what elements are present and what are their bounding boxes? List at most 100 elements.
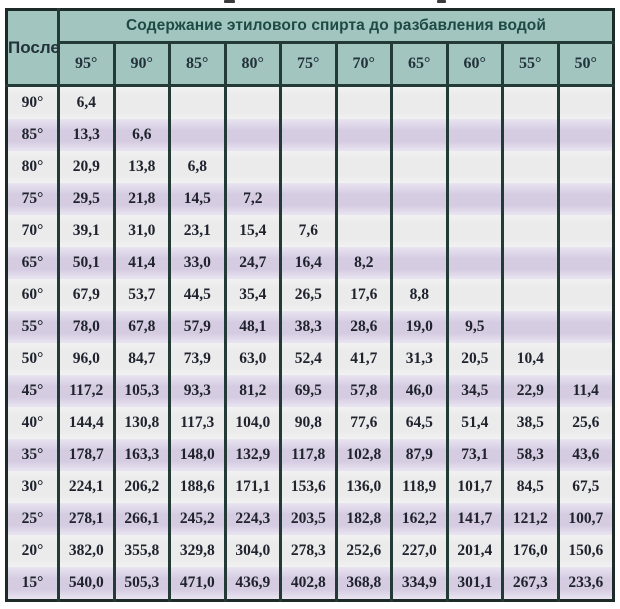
value-cell: 117,2	[57, 375, 114, 407]
value-cell: 25,6	[556, 407, 614, 439]
empty-cell	[334, 119, 392, 151]
empty-cell	[390, 247, 447, 279]
value-cell: 31,0	[112, 215, 170, 247]
value-cell: 104,0	[223, 407, 281, 439]
column-header: 95°	[58, 42, 114, 87]
row-label: 25°	[6, 503, 59, 535]
value-cell: 14,5	[168, 183, 225, 215]
empty-cell	[112, 85, 170, 119]
value-cell: 153,6	[279, 471, 336, 503]
empty-cell	[279, 85, 336, 119]
value-cell: 63,0	[223, 343, 281, 375]
value-cell: 6,4	[57, 85, 114, 119]
column-header: 80°	[223, 42, 281, 87]
empty-cell	[501, 151, 558, 183]
value-cell: 171,1	[223, 471, 281, 503]
value-cell: 117,3	[168, 407, 225, 439]
value-cell: 136,0	[334, 471, 392, 503]
value-cell: 301,1	[445, 567, 503, 601]
column-header: 75°	[279, 42, 336, 87]
empty-cell	[501, 279, 558, 311]
value-cell: 38,3	[279, 311, 336, 343]
value-cell: 402,8	[279, 567, 336, 601]
table-row: 90° 6,4	[6, 85, 614, 119]
value-cell: 20,5	[445, 343, 503, 375]
value-cell: 132,9	[223, 439, 281, 471]
value-cell: 57,9	[168, 311, 225, 343]
value-cell: 117,8	[279, 439, 336, 471]
table-row: 85° 13,3 6,6	[6, 119, 614, 151]
corner-header-posle: После	[6, 9, 60, 87]
empty-cell	[556, 183, 614, 215]
value-cell: 206,2	[112, 471, 170, 503]
value-cell: 20,9	[57, 151, 114, 183]
empty-cell	[390, 183, 447, 215]
table-row: 60° 67,9 53,7 44,5 35,4 26,5 17,6 8,8	[6, 279, 614, 311]
empty-cell	[501, 85, 558, 119]
value-cell: 21,8	[112, 183, 170, 215]
value-cell: 93,3	[168, 375, 225, 407]
value-cell: 334,9	[390, 567, 447, 601]
value-cell: 53,7	[112, 279, 170, 311]
value-cell: 50,1	[57, 247, 114, 279]
empty-cell	[445, 85, 503, 119]
row-label: 35°	[6, 439, 59, 471]
value-cell: 35,4	[223, 279, 281, 311]
value-cell: 28,6	[334, 311, 392, 343]
row-label: 50°	[6, 343, 59, 375]
value-cell: 43,6	[556, 439, 614, 471]
value-cell: 41,7	[334, 343, 392, 375]
value-cell: 16,4	[279, 247, 336, 279]
empty-cell	[556, 247, 614, 279]
empty-cell	[445, 215, 503, 247]
value-cell: 23,1	[168, 215, 225, 247]
value-cell: 10,4	[501, 343, 558, 375]
value-cell: 52,4	[279, 343, 336, 375]
value-cell: 19,0	[390, 311, 447, 343]
empty-cell	[501, 247, 558, 279]
empty-cell	[168, 85, 225, 119]
value-cell: 105,3	[112, 375, 170, 407]
empty-cell	[390, 119, 447, 151]
value-cell: 6,6	[112, 119, 170, 151]
empty-cell	[390, 215, 447, 247]
value-cell: 69,5	[279, 375, 336, 407]
header-row-degrees: 95° 90° 85° 80° 75° 70° 65° 60° 55° 50°	[7, 42, 614, 87]
value-cell: 278,3	[279, 535, 336, 567]
value-cell: 101,7	[445, 471, 503, 503]
value-cell: 22,9	[501, 375, 558, 407]
empty-cell	[445, 279, 503, 311]
value-cell: 130,8	[112, 407, 170, 439]
empty-cell	[501, 215, 558, 247]
value-cell: 163,3	[112, 439, 170, 471]
value-cell: 33,0	[168, 247, 225, 279]
value-cell: 224,3	[223, 503, 281, 535]
value-cell: 24,7	[223, 247, 281, 279]
column-header: 60°	[445, 42, 503, 87]
column-header: 70°	[334, 42, 392, 87]
value-cell: 46,0	[390, 375, 447, 407]
value-cell: 162,2	[390, 503, 447, 535]
value-cell: 176,0	[501, 535, 558, 567]
table-row: 75° 29,5 21,8 14,5 7,2	[6, 183, 614, 215]
empty-cell	[501, 119, 558, 151]
value-cell: 233,6	[556, 567, 614, 601]
empty-cell	[223, 151, 281, 183]
table-row: 30° 224,1 206,2 188,6 171,1 153,6 136,0 118,9 10…	[6, 471, 614, 503]
value-cell: 34,5	[445, 375, 503, 407]
table-row: 50° 96,0 84,7 73,9 63,0 52,4 41,7 31,3 20,5 10,4	[6, 343, 614, 375]
empty-cell	[556, 279, 614, 311]
table-row: 40° 144,4 130,8 117,3 104,0 90,8 77,6 64,5 51,4 3…	[6, 407, 614, 439]
cropped-text-remnant	[224, 0, 235, 3]
table-row: 20° 382,0 355,8 329,8 304,0 278,3 252,6 227,0 20…	[6, 535, 614, 567]
table-body: 90° 6,4 85° 13,3 6,6 80° 20,9 13,8 6,8 75° 29,5 21,…	[6, 85, 614, 601]
empty-cell	[279, 151, 336, 183]
value-cell: 51,4	[445, 407, 503, 439]
empty-cell	[168, 119, 225, 151]
table-header: После Содержание этилового спирта до раз…	[6, 9, 614, 87]
empty-cell	[334, 183, 392, 215]
table-row: 80° 20,9 13,8 6,8	[6, 151, 614, 183]
value-cell: 73,9	[168, 343, 225, 375]
value-cell: 6,8	[168, 151, 225, 183]
value-cell: 38,5	[501, 407, 558, 439]
